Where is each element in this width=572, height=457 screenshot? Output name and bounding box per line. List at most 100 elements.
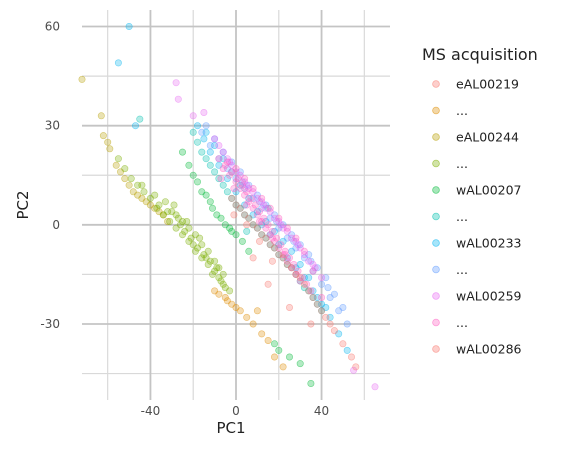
scatter-point bbox=[330, 290, 338, 298]
scatter-point bbox=[283, 224, 291, 232]
scatter-point bbox=[300, 280, 308, 288]
legend-key bbox=[432, 292, 440, 300]
scatter-point bbox=[270, 340, 278, 348]
scatter-point bbox=[275, 251, 283, 259]
x-tick-label: 0 bbox=[232, 404, 240, 418]
scatter-point bbox=[309, 293, 317, 301]
scatter-point bbox=[200, 135, 208, 143]
scatter-point bbox=[206, 148, 214, 156]
scatter-point bbox=[255, 237, 263, 245]
scatter-point bbox=[339, 303, 347, 311]
scatter-point bbox=[270, 353, 278, 361]
legend-label: wAL00259 bbox=[456, 289, 522, 304]
scatter-point bbox=[132, 122, 140, 130]
y-axis-ticks: 60 30 0 -30 bbox=[40, 20, 60, 331]
scatter-point bbox=[121, 175, 129, 183]
scatter-point bbox=[236, 185, 244, 193]
scatter-point bbox=[202, 122, 210, 130]
y-tick-label: 60 bbox=[45, 20, 60, 34]
x-tick-label: 40 bbox=[314, 404, 329, 418]
scatter-point bbox=[318, 293, 326, 301]
scatter-point bbox=[292, 234, 300, 242]
scatter-point bbox=[104, 138, 112, 146]
scatter-point bbox=[78, 75, 86, 83]
legend-label: wAL00286 bbox=[456, 342, 522, 357]
scatter-point bbox=[249, 254, 257, 262]
scatter-point bbox=[238, 237, 246, 245]
legend-key bbox=[432, 186, 440, 194]
scatter-point bbox=[185, 161, 193, 169]
scatter-point bbox=[266, 204, 274, 212]
data-points bbox=[78, 22, 379, 391]
scatter-point bbox=[245, 247, 253, 255]
scatter-point bbox=[292, 270, 300, 278]
scatter-point bbox=[226, 287, 234, 295]
scatter-point bbox=[309, 267, 317, 275]
scatter-point bbox=[219, 165, 227, 173]
scatter-point bbox=[204, 247, 212, 255]
scatter-point bbox=[243, 201, 251, 209]
scatter-point bbox=[300, 247, 308, 255]
scatter-point bbox=[223, 158, 231, 166]
legend-label: wAL00233 bbox=[456, 236, 522, 251]
scatter-point bbox=[125, 22, 133, 30]
scatter-point bbox=[219, 181, 227, 189]
x-axis-title: PC1 bbox=[216, 419, 245, 437]
scatter-point bbox=[219, 148, 227, 156]
y-tick-label: 30 bbox=[45, 119, 60, 133]
scatter-point bbox=[241, 191, 249, 199]
scatter-point bbox=[232, 178, 240, 186]
legend-key bbox=[432, 159, 440, 168]
scatter-point bbox=[179, 218, 187, 226]
scatter-point bbox=[258, 194, 266, 202]
scatter-point bbox=[164, 208, 172, 216]
legend-label: wAL00207 bbox=[456, 183, 522, 198]
scatter-point bbox=[285, 353, 293, 361]
scatter-point bbox=[166, 218, 174, 226]
scatter-point bbox=[253, 211, 261, 219]
scatter-point bbox=[114, 155, 122, 163]
legend-key bbox=[432, 133, 440, 141]
scatter-point bbox=[217, 214, 225, 222]
legend-label: ... bbox=[456, 315, 468, 330]
scatter-point bbox=[219, 270, 227, 278]
scatter-point bbox=[112, 161, 120, 169]
scatter-point bbox=[264, 280, 272, 288]
legend-label: ... bbox=[456, 262, 468, 277]
legend: MS acquisition eAL00219... eAL00244... wAL… bbox=[422, 45, 538, 357]
scatter-point bbox=[343, 320, 351, 328]
scatter-point bbox=[305, 274, 313, 282]
scatter-point bbox=[136, 115, 144, 123]
scatter-point bbox=[198, 128, 206, 136]
scatter-point bbox=[243, 313, 251, 321]
scatter-point bbox=[194, 138, 202, 146]
scatter-point bbox=[211, 168, 219, 176]
scatter-point bbox=[172, 79, 180, 87]
scatter-point bbox=[232, 165, 240, 173]
scatter-point bbox=[241, 211, 249, 219]
scatter-point bbox=[232, 201, 240, 209]
scatter-point bbox=[217, 175, 225, 183]
scatter-point bbox=[322, 313, 330, 321]
scatter-point bbox=[277, 221, 285, 229]
scatter-point bbox=[318, 307, 326, 315]
scatter-point bbox=[114, 59, 122, 67]
scatter-point bbox=[249, 204, 257, 212]
scatter-point bbox=[223, 188, 231, 196]
scatter-point bbox=[106, 145, 114, 153]
scatter-point bbox=[198, 148, 206, 156]
scatter-point bbox=[215, 155, 223, 163]
scatter-point bbox=[249, 185, 257, 193]
scatter-point bbox=[230, 211, 238, 219]
scatter-point bbox=[189, 171, 197, 179]
scatter-point bbox=[371, 383, 379, 391]
legend-label: ... bbox=[456, 209, 468, 224]
scatter-point bbox=[202, 191, 210, 199]
scatter-point bbox=[164, 218, 172, 226]
scatter-point bbox=[294, 241, 302, 249]
scatter-point bbox=[138, 181, 146, 189]
scatter-point bbox=[211, 257, 219, 265]
legend-key bbox=[432, 318, 440, 327]
scatter-point bbox=[305, 287, 313, 295]
